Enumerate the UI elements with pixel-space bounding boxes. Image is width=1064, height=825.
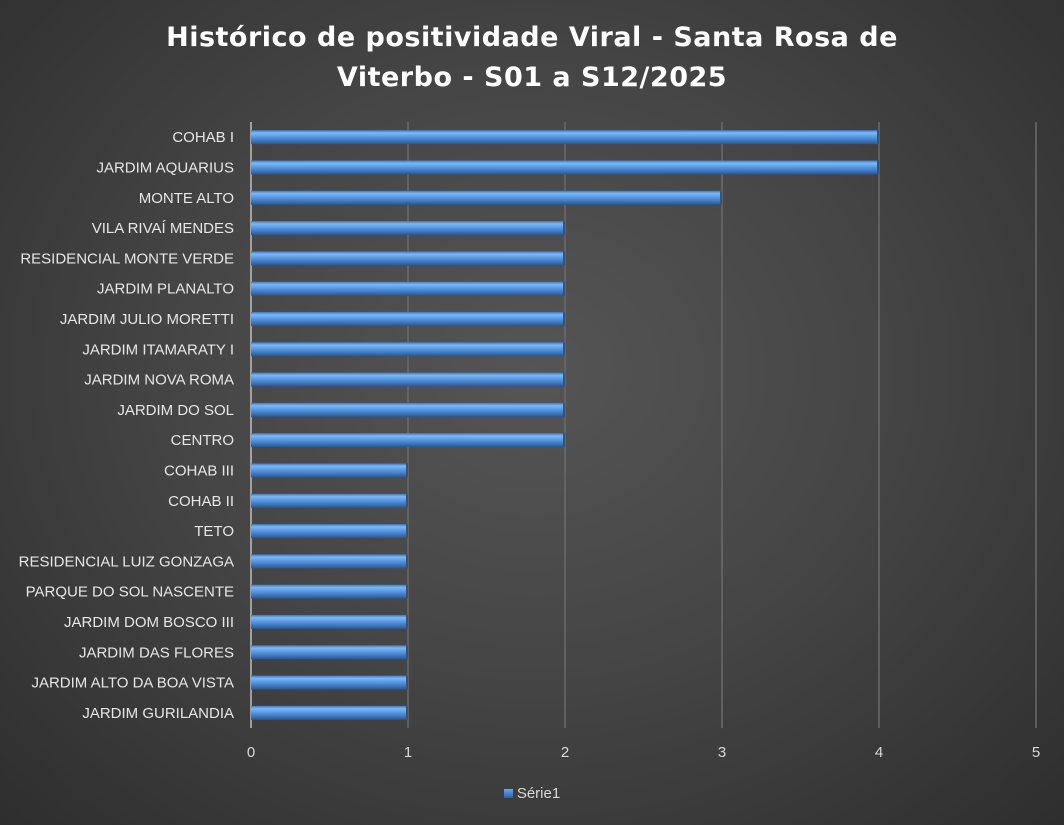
bar-end bbox=[406, 493, 408, 508]
bar bbox=[251, 433, 565, 448]
bar bbox=[251, 554, 408, 569]
legend-label: Série1 bbox=[516, 785, 561, 802]
bar bbox=[251, 614, 408, 629]
bar bbox=[251, 705, 408, 720]
bar-end bbox=[563, 372, 565, 387]
category-label: RESIDENCIAL LUIZ GONZAGA bbox=[19, 553, 234, 570]
bar bbox=[251, 675, 408, 690]
category-label: COHAB II bbox=[168, 493, 234, 510]
bar-end bbox=[406, 614, 408, 629]
category-label: MONTE ALTO bbox=[139, 190, 234, 207]
bar bbox=[251, 493, 408, 508]
legend: Série1 bbox=[0, 785, 1064, 802]
bar-end bbox=[563, 281, 565, 296]
x-tick-label: 2 bbox=[561, 744, 569, 761]
bar bbox=[251, 160, 879, 175]
bar-end bbox=[406, 675, 408, 690]
legend-swatch bbox=[503, 789, 513, 798]
bar-end bbox=[563, 433, 565, 448]
category-label: JARDIM AQUARIUS bbox=[96, 159, 234, 176]
x-tick-label: 5 bbox=[1032, 744, 1040, 761]
chart-title: Histórico de positividade Viral - Santa … bbox=[0, 18, 1064, 98]
x-tick-label: 3 bbox=[718, 744, 726, 761]
bar-end bbox=[406, 584, 408, 599]
bar-end bbox=[406, 463, 408, 478]
category-label: JARDIM NOVA ROMA bbox=[84, 372, 234, 389]
bar-end bbox=[563, 342, 565, 357]
category-label: COHAB I bbox=[172, 129, 234, 146]
bar bbox=[251, 251, 565, 266]
bar-end bbox=[406, 554, 408, 569]
bar-end bbox=[720, 190, 722, 205]
bar-end bbox=[563, 251, 565, 266]
category-label: PARQUE DO SOL NASCENTE bbox=[26, 584, 234, 601]
bar-end bbox=[563, 311, 565, 326]
bar bbox=[251, 524, 408, 539]
bar-end bbox=[563, 402, 565, 417]
bar bbox=[251, 281, 565, 296]
category-label: CENTRO bbox=[171, 432, 234, 449]
x-tick-label: 4 bbox=[875, 744, 883, 761]
category-label: JARDIM ITAMARATY I bbox=[82, 341, 234, 358]
category-label: JARDIM PLANALTO bbox=[97, 281, 234, 298]
bar bbox=[251, 190, 722, 205]
bar-end bbox=[563, 221, 565, 236]
bar-end bbox=[877, 130, 879, 145]
category-label: TETO bbox=[194, 523, 234, 540]
x-tick-label: 1 bbox=[404, 744, 412, 761]
category-label: COHAB III bbox=[164, 462, 234, 479]
category-label: JARDIM DO SOL bbox=[117, 402, 234, 419]
bar-end bbox=[406, 524, 408, 539]
bar bbox=[251, 130, 879, 145]
x-tick-label: 0 bbox=[247, 744, 255, 761]
bar bbox=[251, 372, 565, 387]
category-label: JARDIM ALTO DA BOA VISTA bbox=[31, 675, 234, 692]
category-label: RESIDENCIAL MONTE VERDE bbox=[20, 250, 234, 267]
category-label: VILA RIVAÍ MENDES bbox=[92, 220, 234, 237]
bar bbox=[251, 311, 565, 326]
bar bbox=[251, 402, 565, 417]
bar bbox=[251, 645, 408, 660]
bar bbox=[251, 221, 565, 236]
chart-title-line-1: Histórico de positividade Viral - Santa … bbox=[166, 22, 898, 53]
chart-title-line-2: Viterbo - S01 a S12/2025 bbox=[336, 62, 728, 93]
category-label: JARDIM DAS FLORES bbox=[79, 644, 234, 661]
bar-end bbox=[406, 705, 408, 720]
bar bbox=[251, 584, 408, 599]
bar bbox=[251, 342, 565, 357]
category-label: JARDIM GURILANDIA bbox=[82, 705, 234, 722]
bar-end bbox=[406, 645, 408, 660]
bar-end bbox=[877, 160, 879, 175]
bar bbox=[251, 463, 408, 478]
category-label: JARDIM DOM BOSCO III bbox=[64, 614, 234, 631]
category-label: JARDIM JULIO MORETTI bbox=[60, 311, 234, 328]
